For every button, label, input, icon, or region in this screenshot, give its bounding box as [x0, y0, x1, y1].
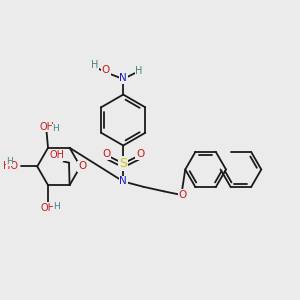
Text: H: H	[53, 202, 60, 211]
Text: OH: OH	[39, 122, 54, 132]
Text: H: H	[6, 157, 13, 166]
Text: O: O	[102, 149, 111, 160]
Text: H: H	[51, 153, 57, 162]
Text: O: O	[55, 151, 62, 161]
Text: O: O	[102, 65, 110, 75]
Text: OH: OH	[50, 150, 64, 160]
Text: H: H	[92, 60, 99, 70]
Text: O: O	[136, 149, 144, 160]
Text: S: S	[119, 157, 127, 170]
Text: H: H	[52, 124, 59, 134]
Text: O: O	[178, 190, 186, 200]
Text: OH: OH	[40, 202, 56, 213]
Text: H: H	[135, 66, 142, 76]
Text: HO: HO	[3, 160, 18, 171]
Text: O: O	[78, 161, 86, 172]
Text: N: N	[119, 176, 127, 187]
Text: N: N	[119, 74, 127, 83]
